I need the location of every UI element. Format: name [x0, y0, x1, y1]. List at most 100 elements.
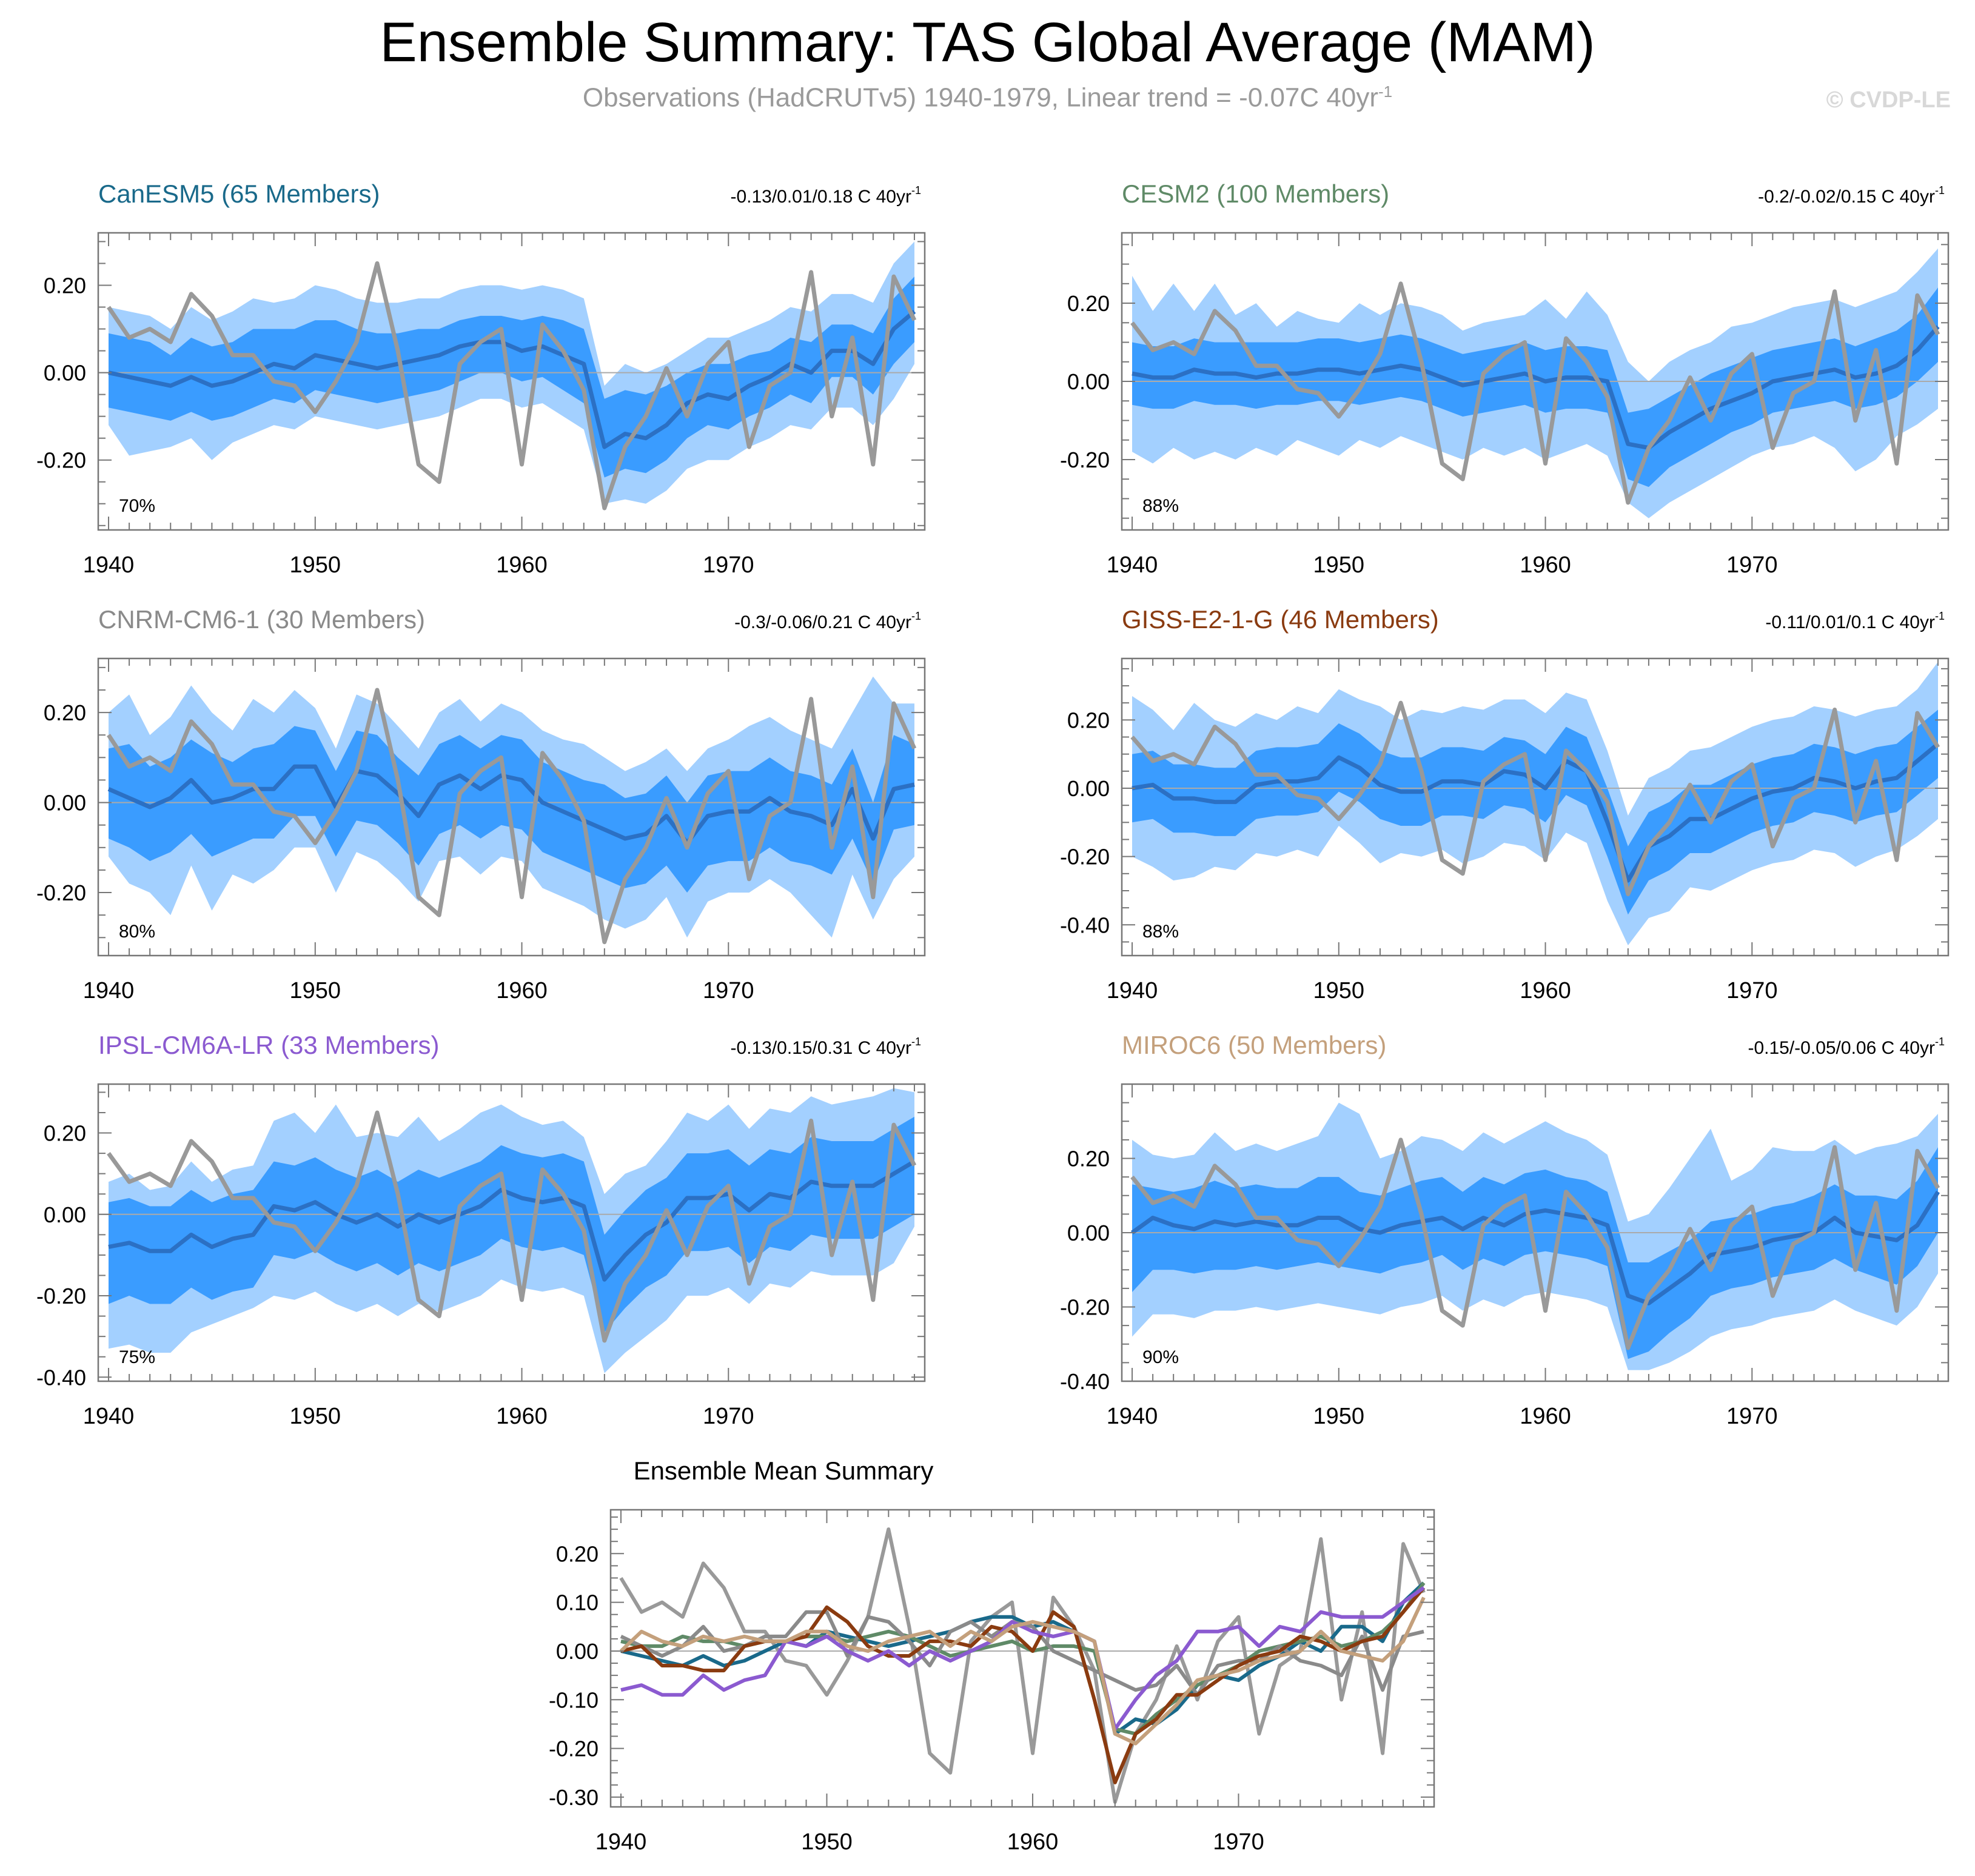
trend-superscript: -1 [1935, 184, 1945, 196]
panel-title: IPSL-CM6A-LR (33 Members) [98, 1031, 439, 1059]
trend-text: -0.3/-0.06/0.21 C 40yr [734, 612, 911, 632]
observations-line [107, 261, 917, 511]
inner-spread-band [1132, 287, 1938, 487]
y-tick-label: -0.20 [36, 448, 86, 473]
x-tick-label: 1950 [1313, 978, 1365, 1003]
x-tick-label: 1960 [496, 552, 548, 578]
trend-text: -0.2/-0.02/0.15 C 40yr [1758, 187, 1935, 207]
y-tick-label: -0.30 [549, 1785, 599, 1810]
x-tick-label: 1950 [290, 552, 341, 578]
trend-text: -0.11/0.01/0.1 C 40yr [1765, 612, 1935, 632]
y-tick-label: 0.00 [556, 1639, 599, 1664]
x-tick-label: 1970 [703, 978, 754, 1003]
y-tick-label: 0.20 [1067, 291, 1110, 316]
y-tick-label: 0.20 [44, 1121, 86, 1146]
x-tick-label: 1960 [1520, 552, 1571, 578]
y-tick-label: 0.20 [556, 1541, 599, 1566]
plot-area [1122, 1102, 1948, 1370]
ensemble-mean-line [108, 1159, 916, 1282]
x-tick-label: 1960 [1007, 1829, 1059, 1855]
series-line-miroc6 [619, 1596, 1426, 1746]
x-tick-label: 1970 [1726, 978, 1778, 1003]
x-tick-label: 1940 [83, 1404, 135, 1429]
plot-frame [97, 1083, 926, 1382]
plot-area [98, 241, 925, 511]
panel-canesm5: 1940 1950 1960 1970 -0.20 0.00 0.20 CanESM5 (65… [36, 179, 926, 578]
trend-text: -0.13/0.15/0.31 C 40yr [730, 1038, 911, 1058]
x-tick-label: 1960 [496, 978, 548, 1003]
y-tick-label: -0.20 [1060, 447, 1110, 472]
panel-ipsl-cm6a-lr: 1940 1950 1960 1970 -0.40 -0.20 0.00 0.20 IPSL-C… [36, 1031, 926, 1429]
y-tick-label: -0.40 [1060, 1369, 1110, 1394]
y-tick-label: -0.40 [1060, 913, 1110, 937]
plot-area [1122, 662, 1948, 946]
series-line-observations-hadcrutv5 [619, 1527, 1426, 1804]
y-tick-label: 0.00 [1067, 776, 1110, 801]
series-line-cesm2 [620, 1581, 1426, 1736]
x-tick-label: 1970 [703, 1404, 754, 1429]
plot-area [98, 676, 925, 945]
panel-title: CNRM-CM6-1 (30 Members) [98, 605, 425, 634]
ensemble-mean-line [107, 764, 915, 845]
x-tick-label: 1960 [496, 1404, 548, 1429]
ensemble-mean-line [1132, 742, 1940, 883]
x-tick-label: 1970 [703, 552, 754, 578]
figure-title: Ensemble Summary: TAS Global Average (MA… [380, 12, 1595, 73]
x-tick-label: 1960 [1520, 978, 1571, 1003]
x-tick-label: 1940 [83, 552, 135, 578]
x-tick-label: 1950 [290, 978, 341, 1003]
y-tick-label: -0.20 [1060, 1295, 1110, 1320]
y-tick-label: 0.20 [1067, 708, 1110, 732]
ensemble-mean-line [1132, 325, 1940, 451]
y-tick-label: -0.20 [36, 880, 86, 905]
plot-frame [97, 232, 926, 531]
trend-label: -0.13/0.15/0.31 C 40yr-1 [730, 1036, 921, 1058]
panel-cesm2: 1940 1950 1960 1970 -0.20 0.00 0.20 CESM2 (100 … [1060, 179, 1950, 578]
panel-cnrm-cm6-1: 1940 1950 1960 1970 -0.20 0.00 0.20 CNRM-CM6-1 … [36, 605, 926, 1003]
panel-title: GISS-E2-1-G (46 Members) [1122, 605, 1439, 634]
y-tick-label: 0.00 [44, 361, 86, 386]
y-tick-label: -0.20 [549, 1737, 599, 1761]
percent-label: 80% [119, 922, 155, 942]
x-tick-label: 1940 [83, 978, 135, 1003]
panel-title: MIROC6 (50 Members) [1122, 1031, 1386, 1059]
x-tick-label: 1940 [595, 1829, 647, 1855]
y-tick-label: -0.20 [1060, 845, 1110, 869]
trend-text: -0.15/-0.05/0.06 C 40yr [1748, 1038, 1935, 1058]
observations-line [1130, 281, 1940, 505]
x-tick-label: 1950 [801, 1829, 853, 1855]
ensemble-mean-line [108, 310, 916, 449]
percent-label: 90% [1142, 1347, 1179, 1367]
x-tick-label: 1970 [1726, 552, 1778, 578]
figure-subtitle: Observations (HadCRUTv5) 1940-1979, Line… [0, 82, 1975, 113]
series-line-canesm5 [620, 1581, 1426, 1736]
percent-label: 88% [1142, 496, 1179, 516]
plot-area [611, 1527, 1434, 1804]
percent-label: 75% [119, 1347, 155, 1367]
panel-miroc6: 1940 1950 1960 1970 -0.40 -0.20 0.00 0.20 MIROC6… [1060, 1031, 1950, 1429]
trend-superscript: -1 [911, 610, 921, 622]
plot-area [1122, 248, 1948, 518]
trend-label: -0.2/-0.02/0.15 C 40yr-1 [1758, 184, 1945, 207]
trend-label: -0.11/0.01/0.1 C 40yr-1 [1765, 610, 1945, 632]
percent-label: 70% [119, 496, 155, 516]
x-tick-label: 1950 [1313, 552, 1365, 578]
subtitle-text: Observations (HadCRUTv5) 1940-1979, Line… [582, 82, 1378, 113]
trend-label: -0.3/-0.06/0.21 C 40yr-1 [734, 610, 921, 632]
trend-superscript: -1 [911, 184, 921, 196]
panel-title: CanESM5 (65 Members) [98, 179, 380, 208]
plot-frame [1121, 657, 1950, 957]
y-tick-label: 0.20 [1067, 1147, 1110, 1171]
x-tick-label: 1940 [1107, 1404, 1158, 1429]
series-line-giss-e2-1-g [620, 1586, 1426, 1784]
inner-spread-band [109, 276, 914, 478]
y-tick-label: 0.20 [44, 273, 86, 298]
x-tick-label: 1940 [1107, 978, 1158, 1003]
trend-label: -0.15/-0.05/0.06 C 40yr-1 [1748, 1036, 1945, 1058]
x-tick-label: 1970 [1726, 1404, 1778, 1429]
observations-line [1130, 700, 1940, 897]
plot-area [98, 1088, 925, 1373]
x-tick-label: 1950 [1313, 1404, 1365, 1429]
